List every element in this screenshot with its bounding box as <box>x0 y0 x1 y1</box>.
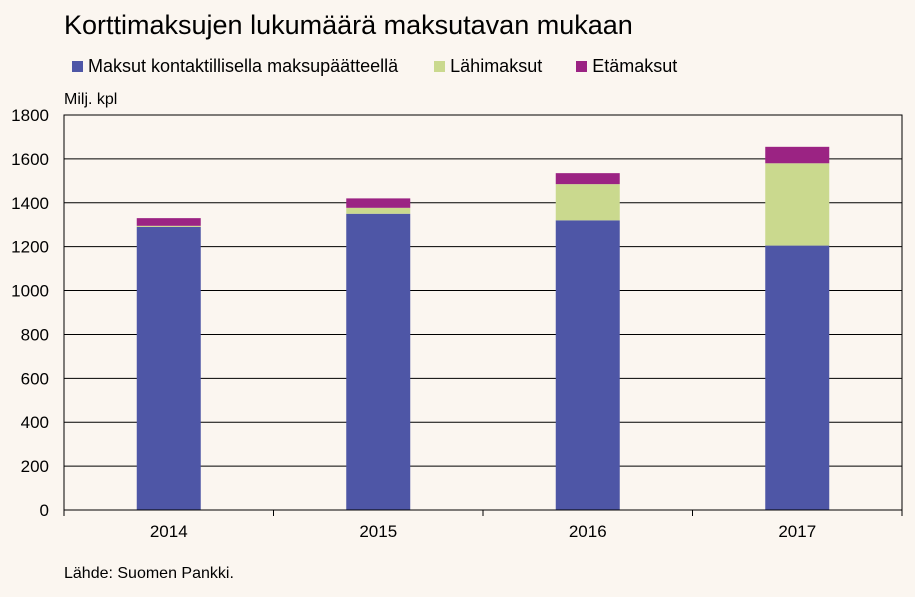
y-tick-label: 200 <box>21 457 49 476</box>
bar-segment-contact <box>555 220 620 511</box>
bar-segment-contact <box>346 213 411 510</box>
plot-frame <box>63 114 903 516</box>
y-tick-label: 1800 <box>11 106 49 125</box>
bar-segment-contact <box>765 245 830 510</box>
x-tick-label: 2014 <box>150 522 188 541</box>
legend-item-contact: Maksut kontaktillisella maksupäätteellä <box>72 55 398 77</box>
bar-segment-contactless <box>765 163 830 246</box>
chart-title: Korttimaksujen lukumäärä maksutavan muka… <box>64 10 633 40</box>
y-tick-label: 1600 <box>11 150 49 169</box>
legend-swatch-contactless <box>434 60 446 72</box>
legend-swatch-contact <box>72 60 83 72</box>
bar-segment-remote <box>346 198 411 208</box>
legend: Maksut kontaktillisella maksupäätteellä … <box>72 55 677 77</box>
y-tick-label: 400 <box>21 413 49 432</box>
bar-segment-contact <box>136 226 201 510</box>
legend-label-contact: Maksut kontaktillisella maksupäätteellä <box>88 56 399 76</box>
x-tick-label: 2017 <box>778 522 816 541</box>
y-axis-label: Milj. kpl <box>64 91 117 108</box>
source-note: Lähde: Suomen Pankki. <box>64 565 234 582</box>
bar-segment-contactless <box>136 225 201 227</box>
legend-label-remote: Etämaksut <box>592 56 678 76</box>
y-tick-label: 1200 <box>11 238 49 257</box>
bar-segment-remote <box>555 173 620 185</box>
y-tick-labels: 0 200 400 600 800 1000 1200 1400 1600 1800 <box>11 106 49 520</box>
x-tick-labels: 2014 2015 2016 2017 <box>150 522 816 541</box>
bar-segment-contactless <box>346 207 411 214</box>
bar-segment-remote <box>765 146 830 164</box>
legend-item-remote: Etämaksut <box>576 55 677 77</box>
y-tick-label: 0 <box>40 501 49 520</box>
bars <box>136 146 830 511</box>
bar-segment-remote <box>136 218 201 226</box>
x-tick-label: 2015 <box>359 522 397 541</box>
legend-label-contactless: Lähimaksut <box>450 56 543 76</box>
bar-segment-contactless <box>555 184 620 221</box>
legend-item-contactless: Lähimaksut <box>434 55 542 77</box>
y-tick-label: 800 <box>21 325 49 344</box>
y-tick-label: 600 <box>21 369 49 388</box>
y-tick-label: 1400 <box>11 194 49 213</box>
y-tick-label: 1000 <box>11 282 49 301</box>
x-tick-label: 2016 <box>569 522 607 541</box>
legend-swatch-remote <box>576 60 588 72</box>
